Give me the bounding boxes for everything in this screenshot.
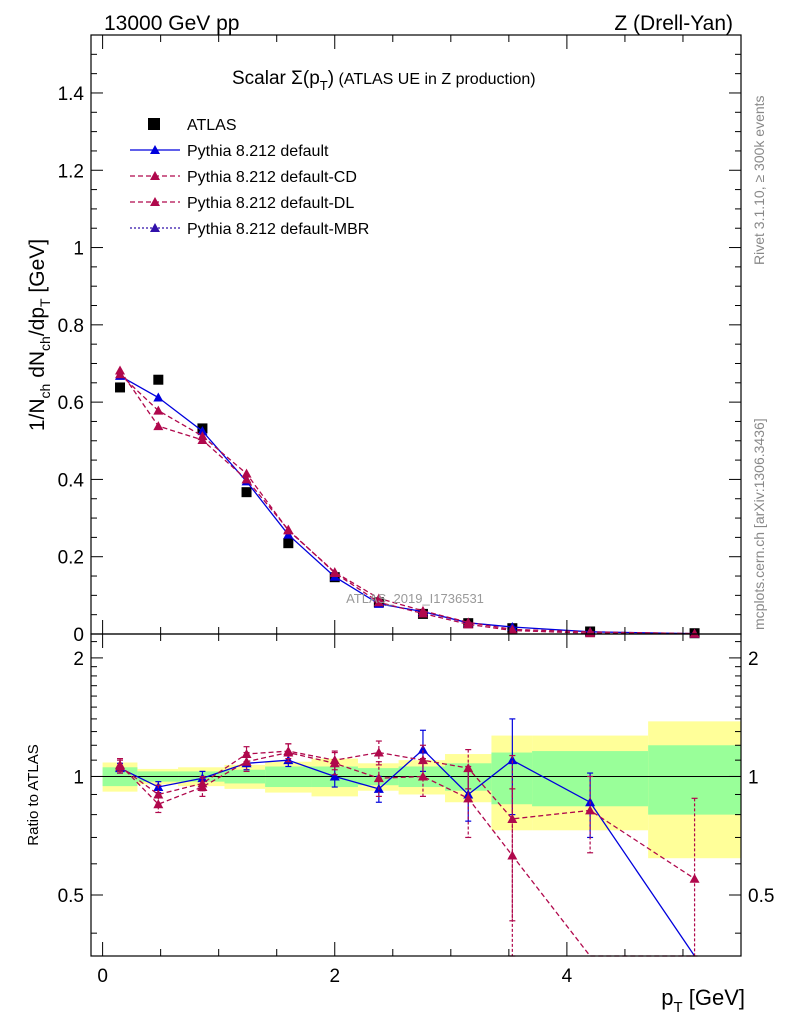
ratio-marker-default bbox=[417, 744, 428, 754]
legend-label-default: Pythia 8.212 default bbox=[187, 143, 329, 160]
series-marker-default bbox=[197, 426, 208, 436]
series-marker-dl bbox=[115, 365, 126, 375]
ratio-marker-dl bbox=[507, 850, 518, 860]
series-marker-dl bbox=[373, 597, 384, 607]
data-point-atlas bbox=[283, 538, 294, 549]
axis-ticks: 0 0.2 0.4 0.6 0.8 1 1.2 1.4 0 2 4 0.5 0.5 1 1 2 2 bbox=[58, 34, 774, 987]
ratio-y-tick-label-right: 2 bbox=[748, 649, 759, 670]
legend-marker-default bbox=[150, 145, 160, 154]
plot-frames bbox=[90, 34, 742, 957]
main-y-tick-label: 0.8 bbox=[58, 316, 84, 337]
header-left: 13000 GeV pp bbox=[104, 12, 239, 35]
series-line-default bbox=[119, 375, 695, 635]
ratio-marker-dl bbox=[283, 747, 294, 757]
x-tick-label: 4 bbox=[562, 966, 573, 987]
main-y-tick-label: 0.4 bbox=[58, 470, 85, 491]
ratio-band-inner bbox=[648, 745, 741, 815]
data-point-atlas bbox=[115, 382, 126, 393]
ratio-line-cd bbox=[119, 750, 695, 880]
ratio-marker-cd bbox=[585, 805, 596, 815]
series-marker-dl bbox=[283, 524, 294, 534]
series-marker-dl bbox=[463, 619, 474, 629]
series-marker-dl bbox=[153, 421, 164, 431]
rivet-label: Rivet 3.1.10, ≥ 300k events bbox=[751, 95, 767, 265]
ratio-marker-dl bbox=[417, 771, 428, 781]
title-close: ) bbox=[328, 68, 334, 89]
x-tick-label: 0 bbox=[97, 966, 108, 987]
series-marker-default bbox=[153, 392, 164, 402]
data-point-atlas bbox=[241, 487, 252, 498]
ratio-marker-dl bbox=[241, 756, 252, 766]
ratio-y-tick-label-left: 2 bbox=[73, 649, 84, 670]
ratio-plot bbox=[91, 718, 741, 957]
series-marker-dl bbox=[417, 608, 428, 618]
series-marker-dl bbox=[507, 625, 518, 635]
ratio-marker-dl bbox=[373, 773, 384, 783]
ratio-marker-dl bbox=[153, 799, 164, 809]
data-point-atlas bbox=[153, 374, 164, 385]
ratio-marker-dl bbox=[197, 782, 208, 792]
series-marker-dl bbox=[585, 628, 596, 638]
x-tick-label: 2 bbox=[329, 966, 340, 987]
title-suffix: (ATLAS UE in Z production) bbox=[334, 71, 536, 88]
ratio-line-default bbox=[119, 748, 696, 957]
main-y-tick-label: 0.2 bbox=[58, 548, 84, 569]
legend: ATLAS Pythia 8.212 default Pythia 8.212 de… bbox=[130, 117, 369, 238]
ratio-marker-dl bbox=[329, 758, 340, 768]
series-marker-dl bbox=[241, 474, 252, 484]
y-axis-label-ratio: Ratio to ATLAS bbox=[25, 744, 42, 845]
series-marker-dl bbox=[329, 567, 340, 577]
legend-marker-dl bbox=[150, 197, 160, 206]
legend-label-mbr: Pythia 8.212 default-MBR bbox=[187, 221, 369, 238]
series-marker-dl bbox=[197, 435, 208, 445]
main-y-tick-label: 0 bbox=[73, 625, 84, 646]
title-sigma: Σ(p bbox=[291, 68, 320, 89]
series-marker-dl bbox=[689, 628, 700, 638]
mcplots-label: mcplots.cern.ch [arXiv:1306.3436] bbox=[751, 418, 767, 630]
series-marker-cd bbox=[153, 405, 164, 415]
main-y-tick-label: 1.2 bbox=[58, 161, 84, 182]
main-y-tick-label: 1.4 bbox=[58, 84, 85, 105]
ratio-marker-cd bbox=[373, 747, 384, 757]
ratio-marker-cd bbox=[507, 813, 518, 823]
ratio-marker-cd bbox=[689, 873, 700, 883]
x-axis-label: pT [GeV] bbox=[661, 985, 745, 1016]
ratio-y-tick-label-right: 0.5 bbox=[748, 886, 774, 907]
title-sub: T bbox=[320, 78, 328, 93]
main-y-tick-label: 1 bbox=[73, 239, 84, 260]
title-prefix: Scalar bbox=[232, 68, 291, 89]
ratio-y-tick-label-left: 1 bbox=[73, 767, 84, 788]
legend-label-data: ATLAS bbox=[187, 117, 237, 134]
ratio-marker-default bbox=[329, 771, 340, 781]
ratio-marker-dl bbox=[115, 759, 126, 769]
legend-marker-cd bbox=[150, 171, 160, 180]
legend-label-dl: Pythia 8.212 default-DL bbox=[187, 195, 354, 212]
series-marker-cd bbox=[241, 468, 252, 478]
legend-label-cd: Pythia 8.212 default-CD bbox=[187, 169, 357, 186]
series-line-cd bbox=[119, 373, 695, 635]
y-axis-label-main: 1/Nch dNch/dpT [GeV] bbox=[26, 239, 53, 431]
ratio-y-tick-label-right: 1 bbox=[748, 767, 759, 788]
ratio-frame bbox=[90, 633, 742, 957]
watermark: ATLAS_2019_I1736531 bbox=[346, 591, 484, 606]
series-line-dl bbox=[119, 370, 695, 635]
ratio-marker-default bbox=[507, 755, 518, 765]
main-y-tick-label: 0.6 bbox=[58, 393, 84, 414]
ratio-line-dl bbox=[119, 751, 695, 957]
chart-title: Scalar Σ(pT) (ATLAS UE in Z production) bbox=[232, 68, 536, 93]
ratio-marker-dl bbox=[463, 793, 474, 803]
header-right: Z (Drell-Yan) bbox=[614, 12, 733, 35]
legend-marker-mbr bbox=[150, 223, 160, 232]
ratio-y-tick-label-left: 0.5 bbox=[58, 886, 84, 907]
legend-marker-data bbox=[148, 118, 160, 130]
